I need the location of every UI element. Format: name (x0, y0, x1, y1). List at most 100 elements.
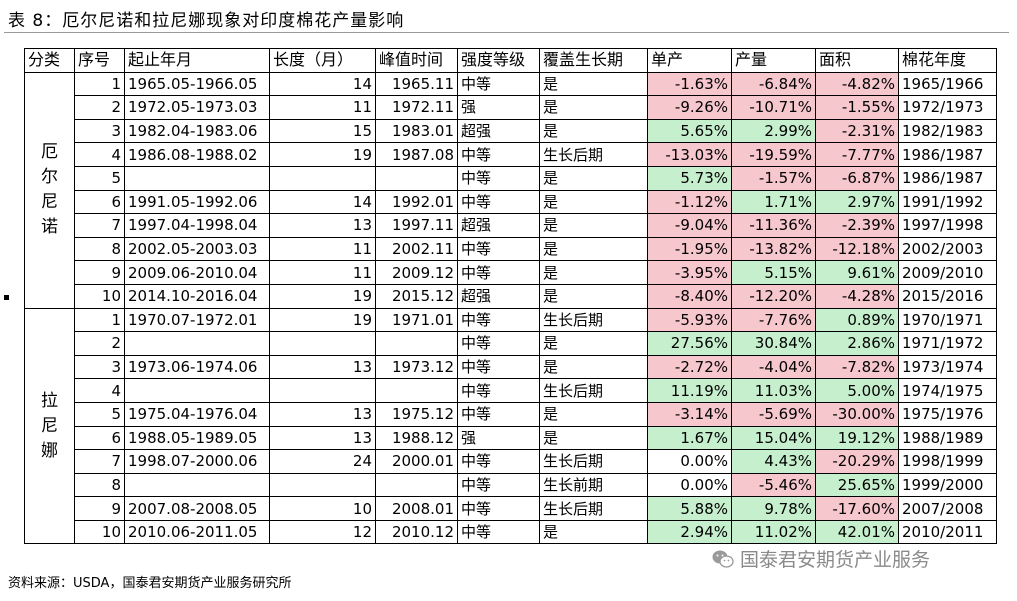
table-row: 3 1973.06-1974.06 13 1973.12 中等是 -2.72% -4.04%… (25, 354, 997, 380)
year-cell: 1971/1972 (898, 331, 997, 356)
seq-cell: 9 (74, 496, 125, 521)
page-title: 表 8：厄尔尼诺和拉尼娜现象对印度棉花产量影响 (8, 11, 405, 31)
yield-cell: -3.14% (647, 401, 732, 427)
year-cell: 1974/1975 (898, 378, 997, 403)
period-cell: 2014.10-2016.04 (124, 283, 270, 309)
peak-cell (375, 331, 458, 356)
length-cell: 13 (269, 401, 376, 427)
yield-cell: 5.88% (647, 496, 732, 521)
table-row: 10 2010.06-2011.05 12 2010.12 中等是 2.94% 11.02%… (25, 519, 997, 545)
yield-cell: 5.73% (647, 165, 732, 191)
table-row: 7 1998.07-2000.06 24 2000.01 中等 生长后期 0.00% 4.43… (25, 449, 997, 474)
stage-cell: 生长前期 (539, 472, 648, 498)
output-cell: -5.69% (731, 401, 816, 427)
stage-cell: 是 (539, 71, 648, 97)
seq-cell: 4 (74, 142, 125, 167)
yield-cell: -2.72% (647, 354, 732, 380)
year-cell: 1973/1974 (898, 354, 997, 380)
intensity-cell: 中等 (457, 260, 540, 285)
table-row: 9 2009.06-2010.04 11 2009.12 中等是 -3.95% 5.15% 9… (25, 260, 997, 285)
yield-cell: -1.63% (647, 71, 732, 97)
yield-cell: 0.00% (647, 472, 732, 498)
table-row: 8 2002.05-2003.03 11 2002.11 中等是 -1.95% -13.82… (25, 236, 997, 262)
year-cell: 1970/1971 (898, 307, 997, 333)
yield-cell: -3.95% (647, 260, 732, 285)
table-row: 5 1975.04-1976.04 13 1975.12 中等是 -3.14% -5.69%… (25, 401, 997, 427)
intensity-cell: 超强 (457, 283, 540, 309)
output-cell: -7.76% (731, 307, 816, 333)
table-body: 厄尔尼诺 1 1965.05-1966.05 14 1965.11 中等是 -1.63% -6… (24, 71, 997, 545)
length-cell: 10 (269, 496, 376, 521)
peak-cell: 2015.12 (375, 283, 458, 309)
length-cell (269, 165, 376, 191)
seq-cell: 10 (74, 519, 125, 545)
length-cell: 14 (269, 71, 376, 97)
group-label: 厄尔尼诺 (24, 71, 75, 309)
length-cell: 11 (269, 95, 376, 120)
header-cell: 序号 (74, 48, 125, 73)
intensity-cell: 中等 (457, 307, 540, 333)
period-cell: 1998.07-2000.06 (124, 449, 270, 474)
peak-cell (375, 472, 458, 498)
area-cell: -17.60% (815, 496, 899, 521)
peak-cell: 2008.01 (375, 496, 458, 521)
yield-cell: -8.40% (647, 283, 732, 309)
area-cell: 9.61% (815, 260, 899, 285)
yield-cell: 2.94% (647, 519, 732, 545)
intensity-cell: 中等 (457, 331, 540, 356)
output-cell: 9.78% (731, 496, 816, 521)
peak-cell: 2009.12 (375, 260, 458, 285)
seq-cell: 8 (74, 236, 125, 262)
table-row: 8 中等 生长前期 0.00% -5.46% 25.65% 1999/2000 (25, 472, 997, 498)
table-row: 4 中等 生长后期 11.19% 11.03% 5.00% 1974/1975 (25, 378, 997, 403)
peak-cell: 1992.01 (375, 189, 458, 215)
seq-cell: 7 (74, 213, 125, 238)
area-cell: -2.39% (815, 213, 899, 238)
peak-cell (375, 165, 458, 191)
wechat-icon (712, 550, 734, 568)
area-cell: 2.97% (815, 189, 899, 215)
year-cell: 2009/2010 (898, 260, 997, 285)
period-cell (124, 165, 270, 191)
seq-cell: 2 (74, 95, 125, 120)
stage-cell: 是 (539, 236, 648, 262)
table-row: 2 中等是 27.56% 30.84% 2.86% 1971/1972 (25, 331, 997, 356)
area-cell: -6.87% (815, 165, 899, 191)
seq-cell: 5 (74, 401, 125, 427)
intensity-cell: 强 (457, 425, 540, 451)
length-cell (269, 378, 376, 403)
peak-cell: 2010.12 (375, 519, 458, 545)
stage-cell: 生长后期 (539, 496, 648, 521)
year-cell: 1972/1973 (898, 95, 997, 120)
length-cell: 14 (269, 189, 376, 215)
area-cell: 5.00% (815, 378, 899, 403)
peak-cell: 1973.12 (375, 354, 458, 380)
area-cell: -2.31% (815, 118, 899, 144)
output-cell: 1.71% (731, 189, 816, 215)
peak-cell: 1997.11 (375, 213, 458, 238)
peak-cell: 1988.12 (375, 425, 458, 451)
period-cell: 1988.05-1989.05 (124, 425, 270, 451)
yield-cell: 5.65% (647, 118, 732, 144)
table-row: 4 1986.08-1988.02 19 1987.08 中等 生长后期 -13.03% -1… (25, 142, 997, 167)
header-cell: 强度等级 (457, 48, 540, 73)
peak-cell: 1972.11 (375, 95, 458, 120)
period-cell: 1982.04-1983.06 (124, 118, 270, 144)
seq-cell: 6 (74, 189, 125, 215)
seq-cell: 8 (74, 472, 125, 498)
table-header-row: 分类 序号 起止年月 长度（月） 峰值时间 强度等级 覆盖生长期 单产 产量 面… (24, 48, 997, 73)
header-cell: 起止年月 (124, 48, 270, 73)
title-divider (4, 32, 1009, 33)
watermark: 国泰君安期货产业服务 (712, 545, 930, 572)
intensity-cell: 中等 (457, 236, 540, 262)
table-row: 5 中等是 5.73% -1.57% -6.87% 1986/1987 (25, 165, 997, 191)
stage-cell: 是 (539, 118, 648, 144)
period-cell: 1986.08-1988.02 (124, 142, 270, 167)
header-cell: 棉花年度 (898, 48, 997, 73)
yield-cell: 0.00% (647, 449, 732, 474)
table-row: 10 2014.10-2016.04 19 2015.12 超强是 -8.40% -12.2… (25, 283, 997, 309)
length-cell (269, 472, 376, 498)
intensity-cell: 超强 (457, 213, 540, 238)
yield-cell: -9.26% (647, 95, 732, 120)
peak-cell (375, 378, 458, 403)
